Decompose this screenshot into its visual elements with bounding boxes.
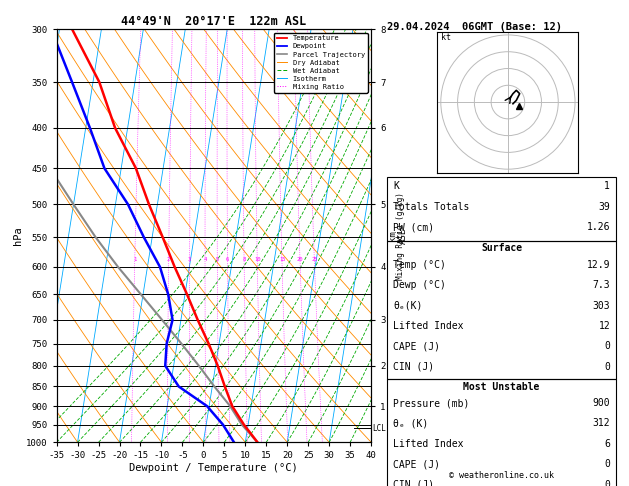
Y-axis label: km
ASL: km ASL <box>388 227 408 244</box>
Text: © weatheronline.co.uk: © weatheronline.co.uk <box>449 471 554 480</box>
Text: 12.9: 12.9 <box>587 260 610 270</box>
Text: K: K <box>393 181 399 191</box>
Text: 1: 1 <box>604 181 610 191</box>
Text: 20: 20 <box>297 257 303 262</box>
Text: 15: 15 <box>279 257 286 262</box>
Legend: Temperature, Dewpoint, Parcel Trajectory, Dry Adiabat, Wet Adiabat, Isotherm, Mi: Temperature, Dewpoint, Parcel Trajectory… <box>274 33 367 93</box>
Text: Surface: Surface <box>481 243 522 254</box>
Text: 0: 0 <box>604 342 610 351</box>
Text: 1: 1 <box>133 257 136 262</box>
Text: Temp (°C): Temp (°C) <box>393 260 446 270</box>
Text: 312: 312 <box>593 418 610 429</box>
Text: Dewp (°C): Dewp (°C) <box>393 280 446 290</box>
Text: Most Unstable: Most Unstable <box>464 382 540 392</box>
Text: 5: 5 <box>216 257 219 262</box>
Text: 4: 4 <box>203 257 207 262</box>
Text: Totals Totals: Totals Totals <box>393 202 469 212</box>
Text: 2: 2 <box>167 257 170 262</box>
X-axis label: Dewpoint / Temperature (°C): Dewpoint / Temperature (°C) <box>130 463 298 473</box>
Text: Lifted Index: Lifted Index <box>393 439 464 449</box>
Text: CIN (J): CIN (J) <box>393 362 434 372</box>
Text: CIN (J): CIN (J) <box>393 480 434 486</box>
Title: 44°49'N  20°17'E  122m ASL: 44°49'N 20°17'E 122m ASL <box>121 15 306 28</box>
Text: CAPE (J): CAPE (J) <box>393 459 440 469</box>
Text: 7.3: 7.3 <box>593 280 610 290</box>
Text: 3: 3 <box>188 257 191 262</box>
Text: PW (cm): PW (cm) <box>393 222 434 232</box>
Text: 0: 0 <box>604 362 610 372</box>
Text: CAPE (J): CAPE (J) <box>393 342 440 351</box>
Text: Lifted Index: Lifted Index <box>393 321 464 331</box>
Text: 8: 8 <box>243 257 246 262</box>
Text: 6: 6 <box>226 257 229 262</box>
Y-axis label: hPa: hPa <box>13 226 23 245</box>
Text: 10: 10 <box>254 257 260 262</box>
Text: 303: 303 <box>593 301 610 311</box>
Text: Pressure (mb): Pressure (mb) <box>393 398 469 408</box>
Text: Mixing Ratio (g/kg): Mixing Ratio (g/kg) <box>396 192 405 279</box>
Text: 29.04.2024  06GMT (Base: 12): 29.04.2024 06GMT (Base: 12) <box>387 22 562 32</box>
Text: 900: 900 <box>593 398 610 408</box>
Text: θₑ(K): θₑ(K) <box>393 301 423 311</box>
Text: 25: 25 <box>311 257 318 262</box>
Text: 1.26: 1.26 <box>587 222 610 232</box>
Text: 0: 0 <box>604 459 610 469</box>
Text: LCL: LCL <box>372 424 386 433</box>
Text: 12: 12 <box>598 321 610 331</box>
Text: kt: kt <box>441 33 451 42</box>
Text: θₑ (K): θₑ (K) <box>393 418 428 429</box>
Text: 0: 0 <box>604 480 610 486</box>
Text: 39: 39 <box>598 202 610 212</box>
Text: 6: 6 <box>604 439 610 449</box>
